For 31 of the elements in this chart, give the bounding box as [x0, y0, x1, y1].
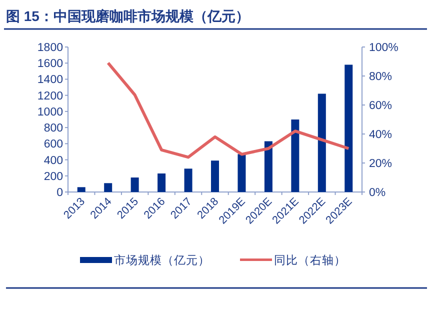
- y2-tick-label: 100%: [369, 42, 398, 54]
- bar: [77, 187, 86, 192]
- bar: [158, 173, 166, 192]
- y-tick-label: 600: [44, 138, 63, 151]
- y2-tick-label: 40%: [369, 129, 392, 141]
- y2-tick-label: 20%: [369, 158, 392, 170]
- bar: [130, 178, 139, 192]
- y-tick-label: 1200: [37, 90, 63, 102]
- bar: [318, 94, 326, 192]
- y2-tick-label: 0%: [369, 187, 386, 199]
- y2-tick-label: 80%: [369, 71, 392, 83]
- y-tick-label: 1400: [37, 74, 63, 86]
- legend-label: 市场规模（亿元）: [114, 253, 210, 267]
- bar: [264, 141, 272, 192]
- chart-title: 图 15：中国现磨咖啡市场规模（亿元）: [6, 8, 250, 24]
- y-tick-label: 400: [44, 154, 63, 167]
- y-tick-label: 1800: [37, 42, 63, 54]
- y-tick-label: 1600: [37, 58, 63, 70]
- bar: [184, 168, 192, 192]
- bar: [344, 64, 353, 192]
- legend-label: 同比（右轴）: [274, 254, 346, 267]
- y-tick-label: 1000: [37, 106, 63, 118]
- bar: [238, 154, 246, 192]
- bar: [211, 160, 219, 192]
- y-tick-label: 0: [56, 187, 63, 199]
- bar: [104, 183, 112, 192]
- y-tick-label: 200: [44, 170, 63, 183]
- y2-tick-label: 60%: [369, 100, 392, 112]
- y-tick-label: 800: [44, 122, 63, 135]
- line-series: [106, 61, 350, 159]
- bar: [291, 120, 300, 192]
